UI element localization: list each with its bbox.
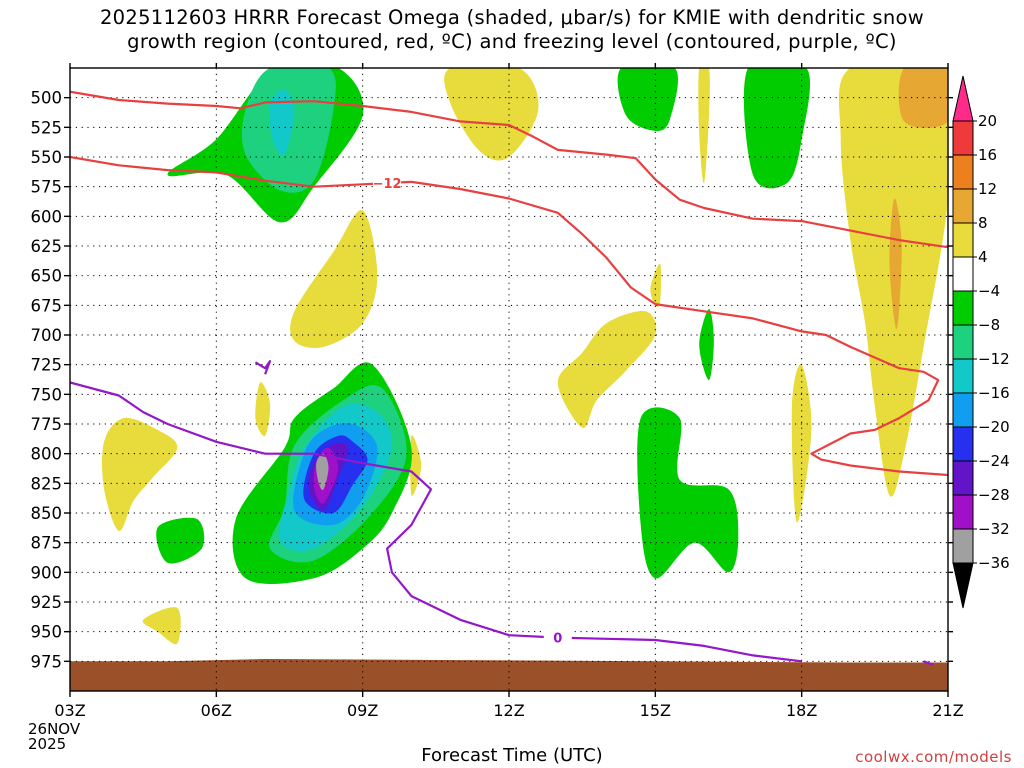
omega-region-yellow-0500 xyxy=(142,607,181,645)
freezing-level-label-0: 0 xyxy=(553,632,562,647)
y-tick-label-725: 725 xyxy=(31,356,63,375)
chart-title: 2025112603 HRRR Forecast Omega (shaded, … xyxy=(0,6,1024,54)
colorbar-label-2: 12 xyxy=(978,180,997,198)
colorbar-label-12: −32 xyxy=(978,520,1010,538)
y-tick-label-525: 525 xyxy=(31,118,63,137)
omega-region-yellow-0330 xyxy=(101,417,178,531)
omega-region-yellow-0730 xyxy=(255,382,271,437)
colorbar-bin-3 xyxy=(952,222,974,258)
x-tick-label-12Z: 12Z xyxy=(493,701,524,720)
credit-text: coolwx.com/models xyxy=(855,748,1012,766)
omega-region-yellow-0830 xyxy=(290,210,378,349)
colorbar-label-6: −8 xyxy=(978,316,1000,334)
omega-region-yellow-1800 xyxy=(791,364,812,523)
x-tick-label-03Z: 03Z xyxy=(54,701,85,720)
colorbar-label-9: −20 xyxy=(978,418,1010,436)
title-line-1: 2025112603 HRRR Forecast Omega (shaded, … xyxy=(99,6,925,29)
date-day: 26NOV xyxy=(28,720,81,738)
x-tick-label-06Z: 06Z xyxy=(201,701,232,720)
colorbar-bin-8 xyxy=(952,392,974,428)
colorbar-bin-4 xyxy=(952,256,974,292)
colorbar-label-1: 16 xyxy=(978,146,997,164)
omega-region-gold-2000 xyxy=(889,198,902,330)
omega-region-yellow-1600 xyxy=(698,68,710,184)
y-tick-label-850: 850 xyxy=(31,504,63,523)
y-tick-label-875: 875 xyxy=(31,534,63,553)
date-label: 26NOV 2025 xyxy=(28,722,80,752)
colorbar-label-13: −36 xyxy=(978,554,1010,572)
x-axis-title: Forecast Time (UTC) xyxy=(421,745,603,766)
colorbar-bin-11 xyxy=(952,494,974,530)
omega-region-cyan-0750 xyxy=(269,89,295,156)
y-tick-label-975: 975 xyxy=(31,652,63,671)
colorbar-bottom-arrow xyxy=(952,562,974,609)
colorbar-bin-5 xyxy=(952,290,974,326)
omega-region-green-1630 xyxy=(637,407,739,579)
freezing-level-line-1 xyxy=(254,360,272,375)
colorbar-bin-7 xyxy=(952,358,974,394)
colorbar-label-11: −28 xyxy=(978,486,1010,504)
colorbar-bin-10 xyxy=(952,460,974,496)
colorbar-label-7: −12 xyxy=(978,350,1010,368)
omega-region-yellow-1200 xyxy=(444,68,539,161)
y-tick-label-900: 900 xyxy=(31,563,63,582)
colorbar-bin-1 xyxy=(952,154,974,190)
y-tick-label-775: 775 xyxy=(31,415,63,434)
y-tick-label-625: 625 xyxy=(31,237,63,256)
colorbar-bin-6 xyxy=(952,324,974,360)
dgz-isotherm-line-0 xyxy=(70,90,948,249)
omega-region-green-1730 xyxy=(743,68,810,189)
omega-region-green-1500 xyxy=(617,68,678,131)
dgz-isotherm-label-1: −12 xyxy=(373,177,402,192)
freezing-level-line-0 xyxy=(70,381,802,663)
y-tick-label-750: 750 xyxy=(31,385,63,404)
omega-region-yellow-1500 xyxy=(650,263,662,308)
title-line-2: growth region (contoured, red, ºC) and f… xyxy=(127,30,897,53)
y-tick-label-950: 950 xyxy=(31,623,63,642)
colorbar-bin-12 xyxy=(952,528,974,564)
omega-region-yellow-1000 xyxy=(410,435,422,496)
x-tick-label-15Z: 15Z xyxy=(640,701,671,720)
colorbar-label-8: −16 xyxy=(978,384,1010,402)
y-tick-label-825: 825 xyxy=(31,474,63,493)
y-tick-label-925: 925 xyxy=(31,593,63,612)
y-tick-label-550: 550 xyxy=(31,148,63,167)
omega-region-green-0530 xyxy=(156,517,205,564)
omega-region-yellow-1400 xyxy=(557,310,657,428)
freezing-level-line-2 xyxy=(923,660,934,666)
y-tick-label-500: 500 xyxy=(31,89,63,108)
colorbar-top-arrow xyxy=(952,75,974,122)
y-tick-label-675: 675 xyxy=(31,296,63,315)
colorbar-label-10: −24 xyxy=(978,452,1010,470)
colorbar-bin-9 xyxy=(952,426,974,462)
colorbar-label-3: 8 xyxy=(978,214,988,232)
terrain-band xyxy=(70,659,948,691)
colorbar-label-5: −4 xyxy=(978,282,1000,300)
y-tick-label-800: 800 xyxy=(31,445,63,464)
omega-region-green-1600 xyxy=(699,308,714,381)
colorbar-label-4: 4 xyxy=(978,248,988,266)
y-tick-label-575: 575 xyxy=(31,178,63,197)
omega-region-gray-0830 xyxy=(316,453,329,491)
y-tick-label-700: 700 xyxy=(31,326,63,345)
colorbar-bin-0 xyxy=(952,120,974,156)
x-tick-label-21Z: 21Z xyxy=(932,701,963,720)
y-tick-label-600: 600 xyxy=(31,207,63,226)
y-tick-label-650: 650 xyxy=(31,267,63,286)
x-tick-label-18Z: 18Z xyxy=(786,701,817,720)
colorbar-bin-2 xyxy=(952,188,974,224)
date-year: 2025 xyxy=(28,735,67,753)
colorbar-label-0: 20 xyxy=(978,112,997,130)
omega-region-gold-2100 xyxy=(898,68,948,129)
x-tick-label-09Z: 09Z xyxy=(347,701,378,720)
dgz-isotherm-line-1 xyxy=(70,155,948,477)
